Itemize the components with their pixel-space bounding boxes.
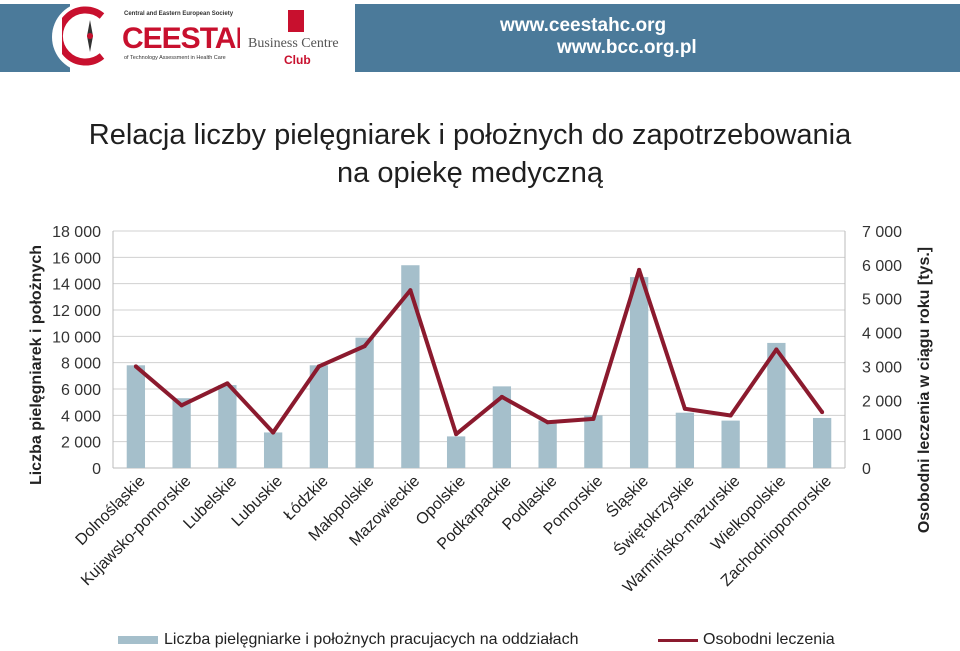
bar	[629, 277, 649, 468]
y-left-tick-label: 2 000	[61, 435, 101, 452]
bar	[721, 420, 740, 468]
bar	[812, 417, 832, 468]
line-point	[499, 394, 504, 399]
bar	[767, 342, 786, 468]
bar	[126, 365, 146, 468]
y-right-axis-title: Osobodni leczenia w ciągu roku [tys.]	[916, 247, 933, 533]
bcc-club-text: Club	[284, 53, 311, 67]
bcc-url[interactable]: www.bcc.org.pl	[557, 37, 697, 58]
title-line-2: na opiekę medyczną	[337, 157, 603, 189]
legend-line-swatch	[658, 639, 698, 642]
legend-line-label: Osobodni leczenia	[703, 631, 835, 648]
legend-bar-label: Liczba pielęgniarke i położnych pracujac…	[164, 631, 579, 648]
y-left-tick-label: 6 000	[61, 382, 101, 399]
line-point	[316, 364, 321, 369]
bcc-logo: Business Centre Club	[240, 2, 355, 72]
legend-bar-swatch	[118, 636, 158, 644]
line-point	[728, 413, 733, 418]
line-point	[271, 430, 276, 435]
line-point	[454, 432, 459, 437]
line-point	[225, 381, 230, 386]
y-right-tick-label: 3 000	[862, 359, 902, 376]
bar	[309, 365, 329, 468]
bcc-mark-icon	[288, 10, 304, 32]
line-point	[774, 347, 779, 352]
logo-society-text: Central and Eastern European Society	[124, 11, 234, 17]
line-point	[637, 267, 642, 272]
bar	[355, 337, 374, 468]
y-left-tick-label: 8 000	[61, 356, 101, 373]
line-point	[591, 416, 596, 421]
bar	[172, 398, 191, 468]
header-band	[355, 4, 960, 72]
bar	[675, 412, 695, 468]
bar	[401, 265, 420, 468]
bar	[263, 432, 283, 468]
header: Central and Eastern European Society CEE…	[0, 0, 960, 72]
y-right-tick-label: 7 000	[862, 224, 902, 241]
y-left-tick-label: 14 000	[52, 277, 101, 294]
line-point	[408, 288, 413, 293]
y-left-tick-label: 16 000	[52, 250, 101, 267]
compass-icon	[62, 6, 105, 66]
x-tick-label: Lubuskie	[229, 473, 286, 530]
y-left-axis-title: Liczba pielęgniarek i położnych	[28, 245, 45, 485]
y-right-tick-label: 6 000	[862, 258, 902, 275]
chart-legend: Liczba pielęgniarke i położnych pracujac…	[118, 630, 878, 650]
y-left-tick-label: 18 000	[52, 224, 101, 241]
y-right-tick-label: 2 000	[862, 393, 902, 410]
bar	[446, 436, 466, 468]
y-right-tick-label: 0	[862, 461, 871, 478]
combo-chart: 0 2 000 4 000 6 000 8 000 10 000 12 000 14 000 1…	[28, 224, 933, 596]
bar	[584, 415, 603, 468]
y-left-tick-label: 0	[92, 461, 101, 478]
y-right-tick-label: 1 000	[862, 427, 902, 444]
line-point	[362, 344, 367, 349]
y-left-tick-label: 12 000	[52, 303, 101, 320]
line-point	[545, 420, 550, 425]
bar	[218, 385, 237, 468]
bcc-logo-text: Business Centre	[248, 36, 339, 51]
line-point	[682, 406, 687, 411]
bar	[492, 386, 512, 468]
y-right-tick-label: 4 000	[862, 326, 902, 343]
logo-subtitle-text: of Technology Assessment in Health Care	[124, 55, 226, 61]
ceestahc-url[interactable]: www.ceestahc.org	[500, 15, 667, 36]
y-right-tick-label: 5 000	[862, 292, 902, 309]
x-tick-label: Świętokrzyskie	[609, 471, 697, 559]
line-point	[133, 364, 138, 369]
y-left-tick-label: 10 000	[52, 329, 101, 346]
title-line-1: Relacja liczby pielęgniarek i położnych …	[88, 119, 852, 151]
line-series	[134, 267, 824, 437]
slide-title: Relacja liczby pielęgniarek i położnych …	[60, 116, 880, 192]
bar	[538, 420, 557, 468]
line-point	[820, 410, 825, 415]
y-left-tick-label: 4 000	[61, 408, 101, 425]
ceestahc-logo: Central and Eastern European Society CEE…	[52, 2, 278, 72]
line-point	[179, 403, 184, 408]
